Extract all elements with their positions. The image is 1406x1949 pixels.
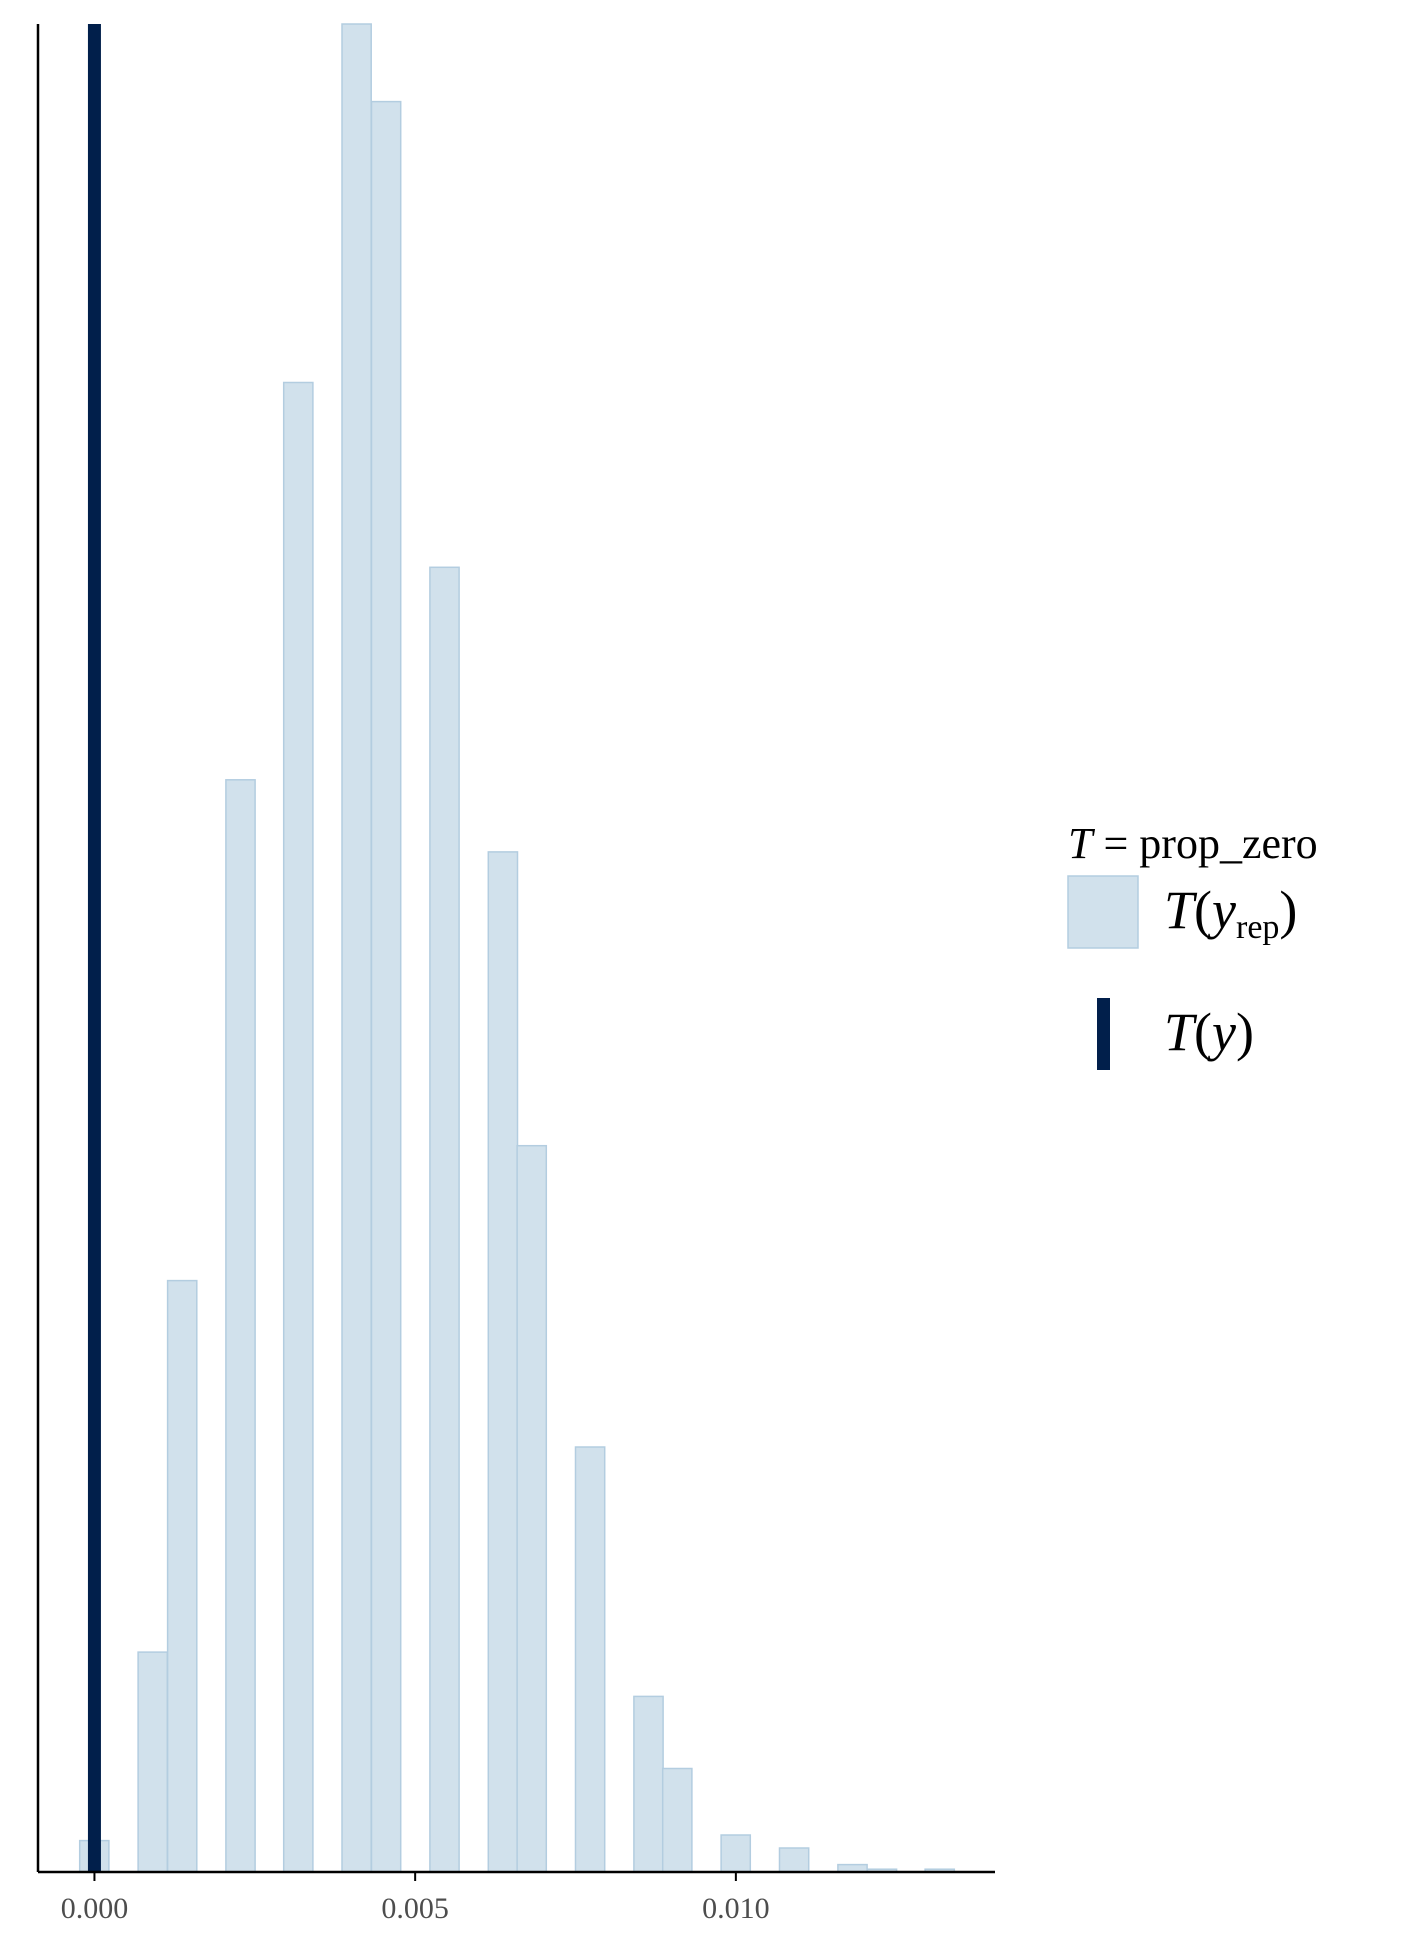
histogram-bar	[574, 1446, 606, 1873]
legend-obs-y: y	[1207, 1002, 1236, 1062]
x-axis-ticks: 0.000 0.005 0.010	[61, 1872, 770, 1925]
legend: T = prop_zero T(yrep) T(y)	[1067, 819, 1318, 1070]
legend-title: T = prop_zero	[1068, 819, 1318, 868]
legend-rep-close-paren: )	[1279, 880, 1297, 940]
x-tick-label: 0.005	[381, 1892, 449, 1925]
histogram-bar	[225, 779, 256, 1873]
histogram-bar	[487, 851, 519, 1873]
legend-label-observed: T(y)	[1164, 1002, 1254, 1062]
legend-obs-T: T	[1164, 1002, 1198, 1062]
histogram-bar	[137, 1651, 169, 1873]
legend-rep-T: T	[1164, 880, 1198, 940]
legend-title-stat-symbol: T	[1068, 819, 1096, 868]
legend-rep-subscript: rep	[1236, 909, 1279, 946]
x-tick-label: 0.010	[702, 1892, 770, 1925]
histogram-bar	[429, 566, 460, 1873]
histogram-bar	[341, 23, 372, 1873]
histogram-bar	[778, 1847, 810, 1873]
histogram-bar	[633, 1695, 664, 1873]
histogram-bar	[166, 1279, 198, 1873]
x-tick-label: 0.000	[61, 1892, 129, 1925]
legend-obs-close-paren: )	[1236, 1002, 1254, 1062]
histogram-bar	[516, 1144, 548, 1873]
legend-rep-open-paren: (	[1194, 880, 1212, 940]
histogram-bar	[661, 1767, 693, 1873]
legend-rep-y: y	[1207, 880, 1236, 940]
legend-label-replicated: T(yrep)	[1164, 880, 1297, 946]
legend-key-replicated	[1067, 875, 1139, 949]
legend-key-observed	[1097, 998, 1110, 1070]
legend-title-stat-name: = prop_zero	[1092, 819, 1317, 868]
histogram-bar	[282, 381, 314, 1873]
histogram-bar	[370, 100, 402, 1873]
histogram-bar	[720, 1834, 752, 1873]
legend-obs-open-paren: (	[1194, 1002, 1212, 1062]
histogram-bars	[78, 23, 956, 1873]
